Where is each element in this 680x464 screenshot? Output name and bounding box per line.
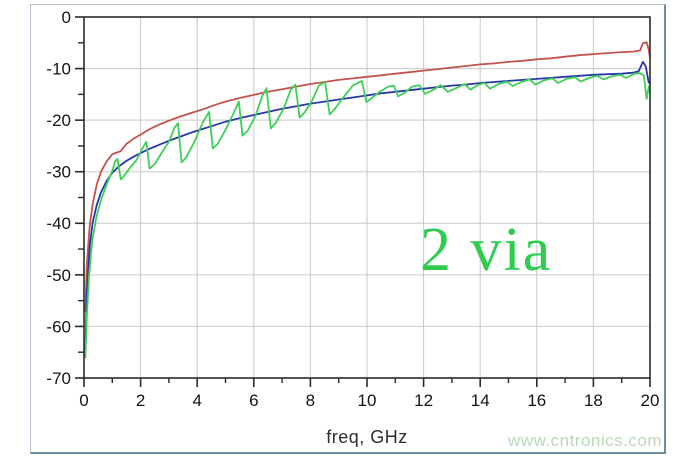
x-tick-label: 10 <box>358 391 377 410</box>
y-tick-label: -10 <box>46 60 71 79</box>
series-line-blue-trace <box>84 61 651 351</box>
y-tick-label: -60 <box>46 317 71 336</box>
y-tick-label: -50 <box>46 266 71 285</box>
x-tick-label: 8 <box>306 391 315 410</box>
watermark: www.cntronics.com <box>508 431 662 450</box>
y-tick-label: -40 <box>46 214 71 233</box>
y-tick-label: -70 <box>46 369 71 388</box>
x-tick-label: 2 <box>136 391 145 410</box>
x-tick-label: 6 <box>249 391 258 410</box>
x-tick-label: 14 <box>471 391 490 410</box>
y-tick-label: 0 <box>62 8 71 27</box>
x-tick-label: 18 <box>584 391 603 410</box>
x-tick-label: 4 <box>192 391 201 410</box>
via-annotation: 2 via <box>420 216 553 284</box>
x-tick-label: 20 <box>641 391 660 410</box>
x-tick-label: 16 <box>527 391 546 410</box>
y-tick-label: -30 <box>46 163 71 182</box>
x-axis-title: freq, GHz <box>326 427 408 447</box>
series-line-green-trace <box>84 72 651 359</box>
x-tick-label: 0 <box>79 391 88 410</box>
y-tick-label: -20 <box>46 111 71 130</box>
x-tick-label: 12 <box>414 391 433 410</box>
series-line-red-trace <box>84 41 651 312</box>
